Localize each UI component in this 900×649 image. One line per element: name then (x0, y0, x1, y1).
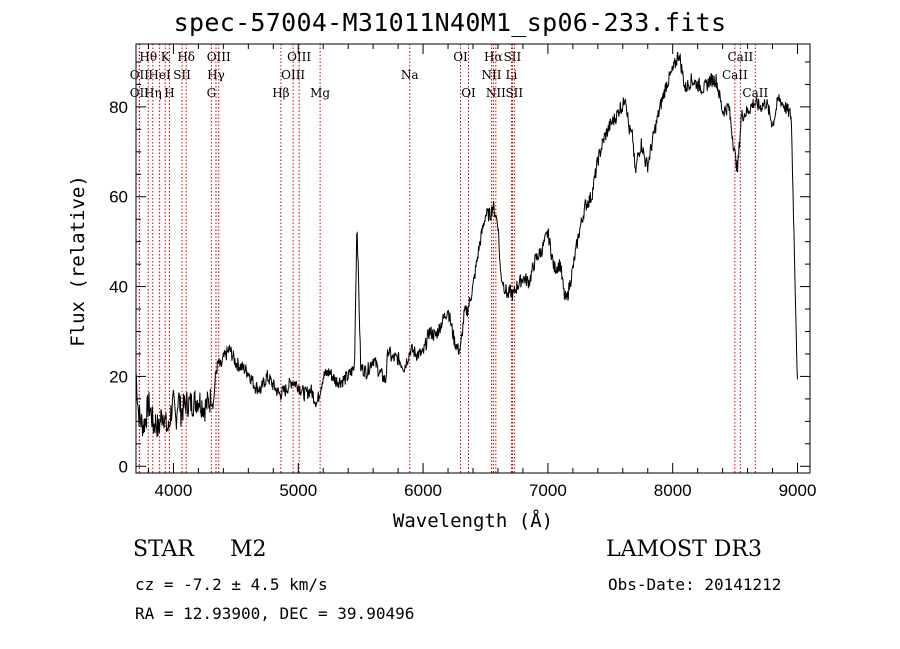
line-label: OII (130, 86, 150, 100)
line-label: NII (486, 86, 506, 100)
line-label: OI (453, 50, 468, 64)
y-tick-label: 60 (109, 188, 128, 207)
line-label: K (161, 50, 171, 64)
line-label: Mg (310, 86, 330, 100)
x-axis-label: Wavelength (Å) (392, 510, 554, 532)
line-label: NII (481, 68, 501, 82)
y-tick-label: 80 (109, 98, 128, 117)
line-label: CaII (722, 68, 748, 82)
obs-date: Obs-Date: 20141212 (608, 575, 782, 594)
ra-dec: RA = 12.93900, DEC = 39.90496 (135, 604, 415, 623)
x-tick-label: 5000 (279, 481, 317, 500)
axis-tick-labels: 4000 5000 6000 7000 8000 9000 0 20 40 60 80 (109, 98, 816, 500)
y-axis-label: Flux (relative) (67, 175, 89, 347)
line-label: Hδ (177, 50, 195, 64)
axis-ticks (136, 44, 810, 473)
line-label: H (164, 86, 174, 100)
chart-title: spec-57004-M31011N40M1_sp06-233.fits (173, 8, 727, 37)
line-label: Hθ (139, 50, 157, 64)
line-label: OIII (287, 50, 311, 64)
redshift-cz: cz = -7.2 ± 4.5 km/s (135, 575, 328, 594)
line-label: Na (401, 68, 419, 82)
object-subclass: M2 (230, 537, 267, 562)
line-label: CaII (742, 86, 768, 100)
line-label: Hα (484, 50, 503, 64)
line-label: OI (461, 86, 476, 100)
x-tick-label: 7000 (529, 481, 567, 500)
line-label: HeI (148, 68, 171, 82)
line-label: Hβ (272, 86, 289, 100)
y-tick-label: 20 (109, 367, 128, 386)
line-label: OIII (281, 68, 305, 82)
x-tick-label: 9000 (779, 481, 817, 500)
line-label: Hη (144, 86, 162, 100)
line-label: Li (506, 68, 518, 82)
line-label: SII (505, 86, 523, 100)
object-class: STAR (133, 537, 194, 562)
y-tick-label: 40 (109, 278, 128, 297)
y-tick-label: 0 (119, 457, 128, 476)
object-classification: STAR M2 (133, 537, 303, 562)
x-tick-label: 6000 (404, 481, 442, 500)
survey-name: LAMOST DR3 (606, 537, 762, 562)
line-label: G (207, 86, 217, 100)
spectrum-line (135, 51, 798, 438)
line-markers (138, 44, 756, 473)
line-label: SII (173, 68, 191, 82)
spectrum-layer (135, 51, 798, 438)
x-tick-label: 8000 (654, 481, 692, 500)
line-label: OIII (207, 50, 231, 64)
plot-frame (135, 43, 811, 474)
line-label: CaII (727, 50, 753, 64)
line-label: SII (504, 50, 522, 64)
line-label: Hγ (207, 68, 225, 82)
x-tick-label: 4000 (155, 481, 193, 500)
line-label: OII (130, 68, 150, 82)
